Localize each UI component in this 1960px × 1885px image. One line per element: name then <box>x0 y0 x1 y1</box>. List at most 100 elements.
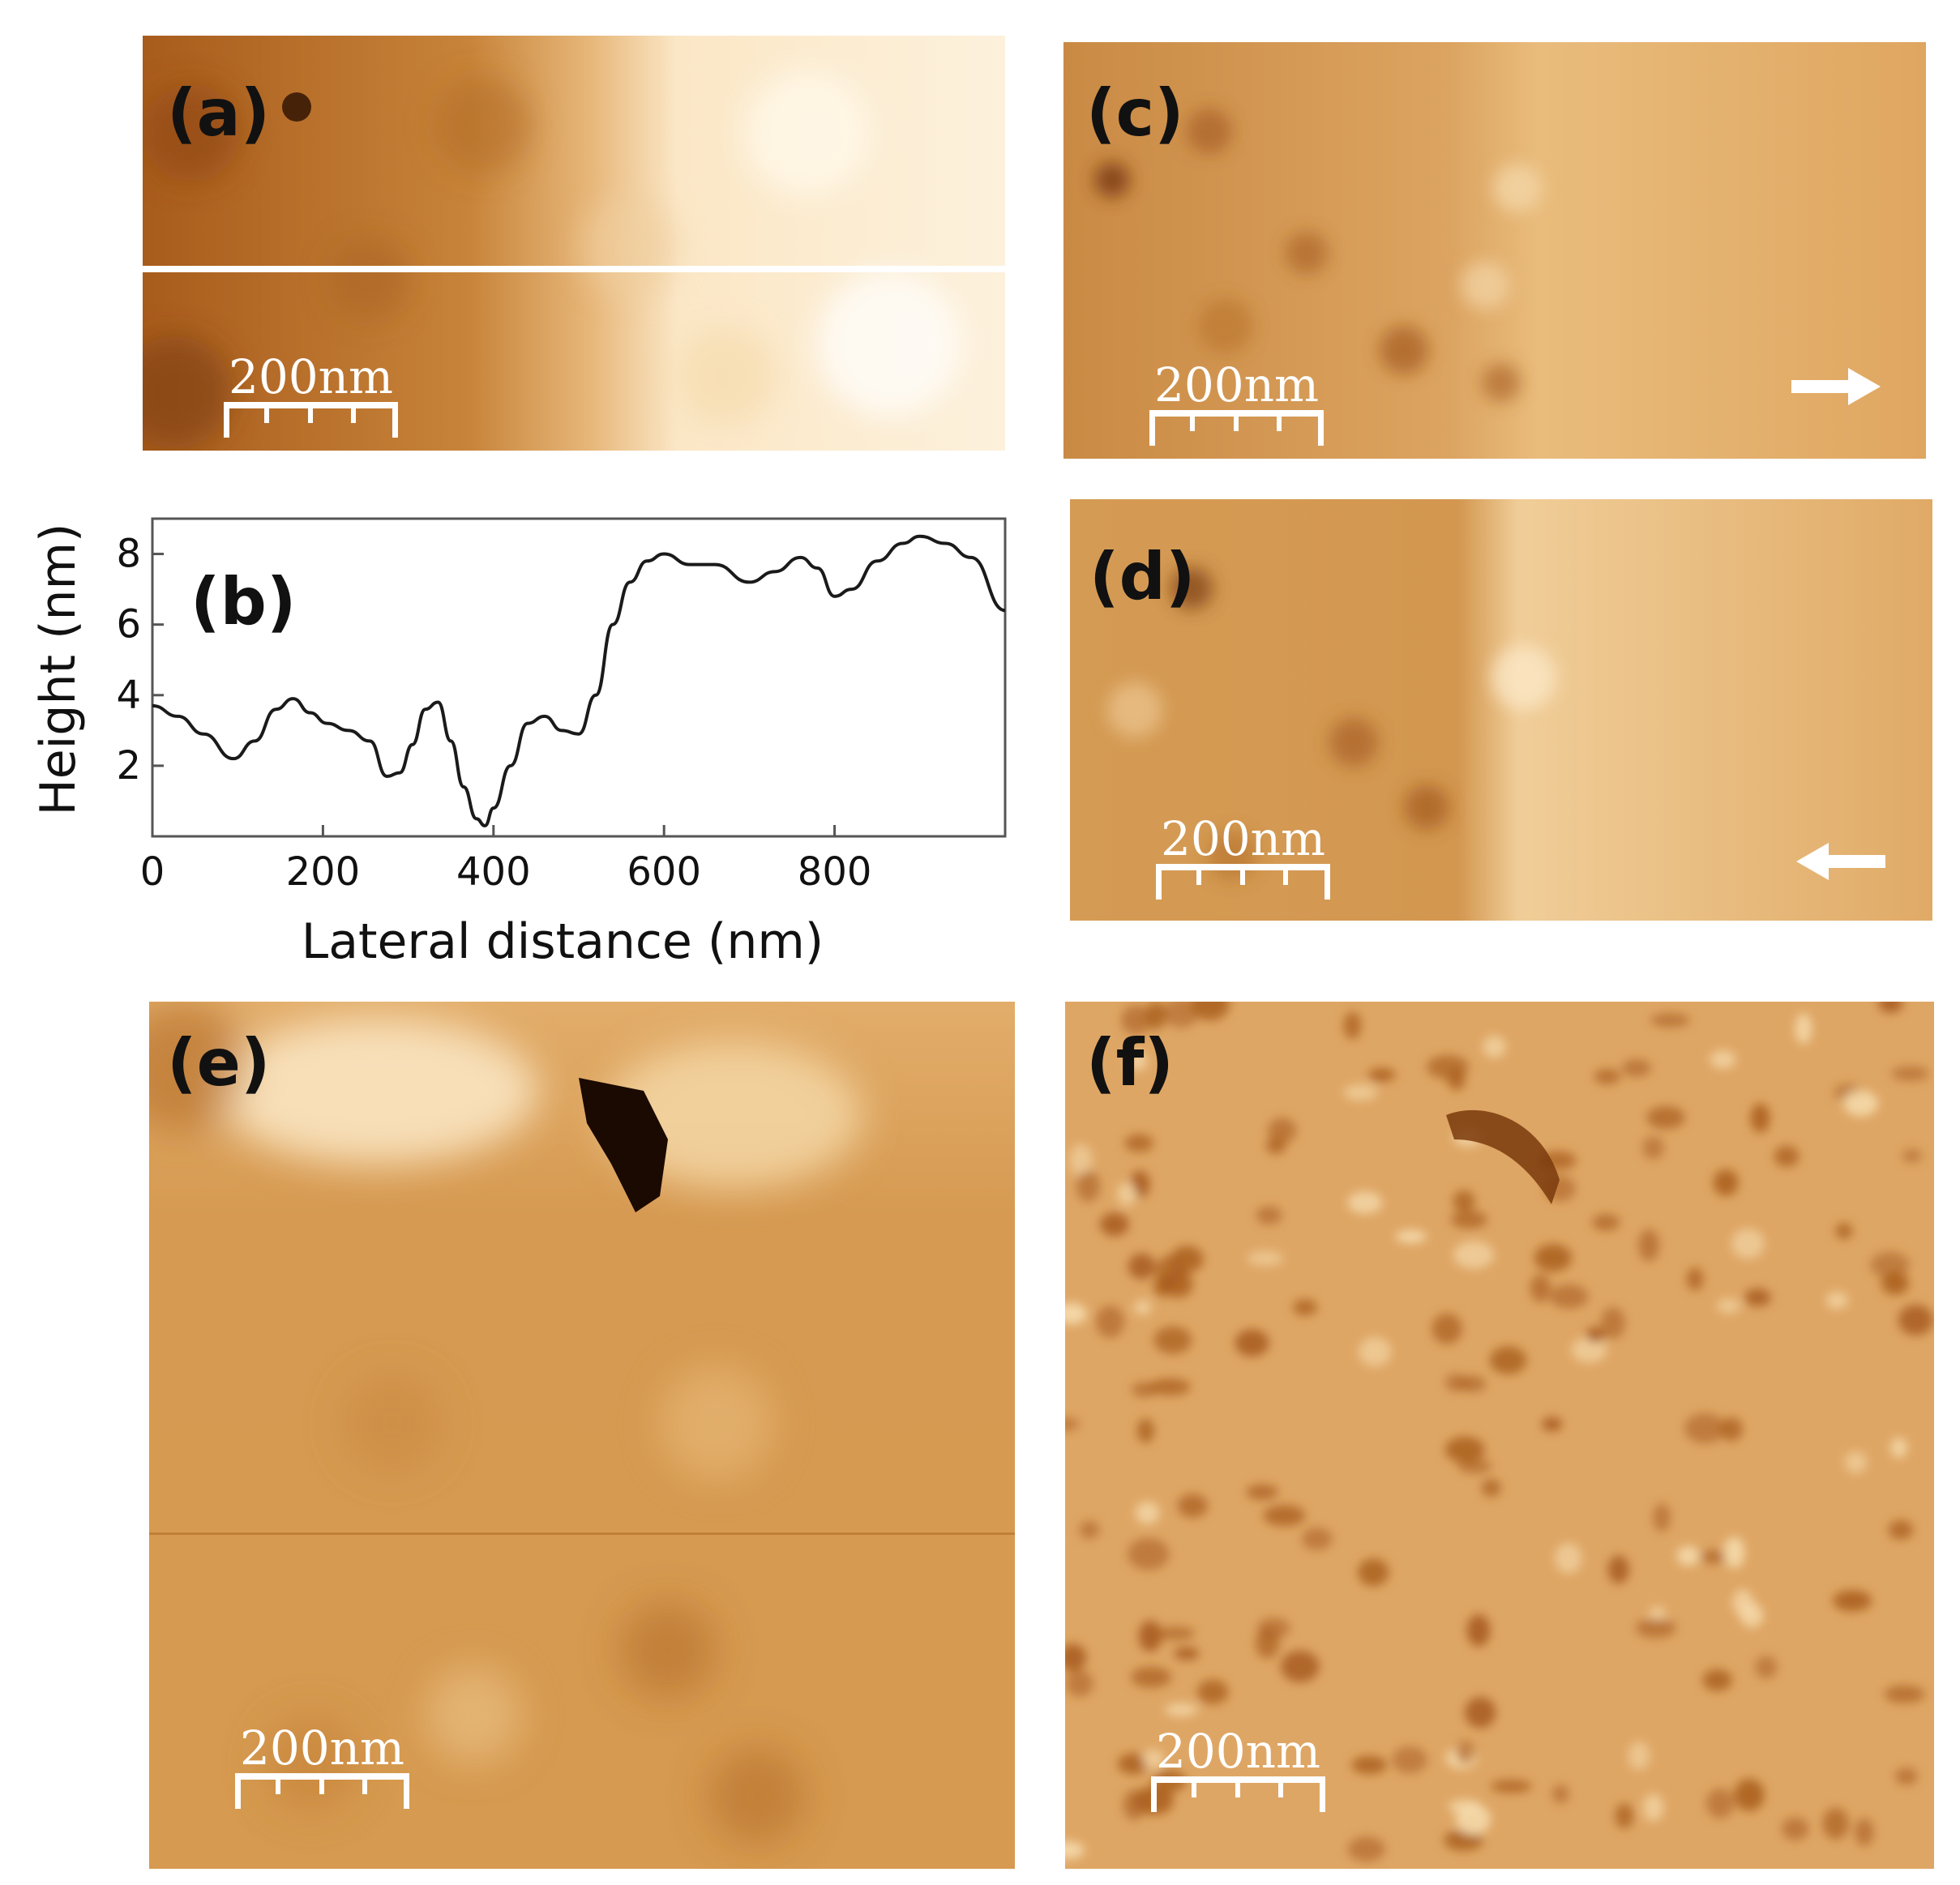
afm-domain <box>1459 1375 1487 1392</box>
afm-domain <box>1149 1378 1191 1396</box>
afm-domain <box>1197 1679 1229 1704</box>
afm-domain <box>1551 1784 1569 1804</box>
x-tick-label: 400 <box>456 849 531 895</box>
afm-domain <box>1427 1055 1469 1079</box>
panel-d-image <box>1070 499 1932 921</box>
afm-domain <box>1833 1590 1872 1612</box>
afm-domain <box>1870 1251 1910 1278</box>
afm-domain <box>1895 1767 1918 1785</box>
afm-domain <box>1530 1274 1551 1302</box>
right-arrow-icon <box>1791 368 1881 405</box>
panel-a-image <box>143 36 1005 451</box>
panel-b-chart: 2 4 6 8 0 200 400 600 800 (b) Lateral distance … <box>30 517 1007 970</box>
panel-c-image <box>1063 42 1926 459</box>
afm-domain <box>1835 1223 1853 1239</box>
afm-domain <box>1170 1246 1204 1273</box>
afm-domain <box>1720 1417 1743 1442</box>
x-axis-label: Lateral distance (nm) <box>302 913 824 970</box>
y-tick-label: 6 <box>116 602 141 648</box>
series-line <box>152 534 1006 827</box>
afm-domain <box>1878 1002 1903 1013</box>
afm-domain <box>1450 1210 1487 1229</box>
afm-domain <box>1642 1136 1664 1160</box>
afm-domain <box>1131 1666 1171 1688</box>
afm-domain <box>1734 1778 1765 1811</box>
afm-domain <box>1710 1049 1736 1069</box>
afm-domain <box>1343 1084 1378 1101</box>
afm-image-e <box>149 1002 1015 1869</box>
afm-domain <box>1395 1229 1427 1243</box>
afm-domain <box>1686 1267 1704 1291</box>
afm-domain <box>1702 1669 1732 1691</box>
afm-domain <box>1723 1537 1745 1569</box>
afm-domain <box>1881 1272 1909 1295</box>
afm-domain <box>1174 1647 1200 1661</box>
afm-domain <box>1601 1307 1625 1339</box>
afm-domain <box>1431 1313 1462 1344</box>
afm-domain <box>1855 1818 1874 1846</box>
afm-domain <box>1822 1807 1849 1840</box>
afm-domain <box>1116 1182 1137 1206</box>
afm-domain <box>1825 1291 1849 1310</box>
afm-domain <box>1684 1413 1726 1443</box>
panel-a-label: (a) <box>167 75 271 151</box>
afm-domain <box>1358 1558 1389 1587</box>
afm-domain <box>1065 1417 1080 1431</box>
afm-domain <box>1076 1169 1100 1202</box>
afm-domain <box>1141 1749 1165 1770</box>
y-tick-label: 2 <box>116 743 141 789</box>
scale-bar-label: 200nm <box>239 1720 405 1776</box>
afm-domain <box>1716 1298 1741 1314</box>
afm-domain <box>1124 1134 1153 1152</box>
afm-domain <box>1256 1206 1282 1225</box>
y-tick-label: 4 <box>116 673 141 718</box>
afm-domain <box>1138 1620 1162 1652</box>
x-tick-label: 0 <box>140 849 165 895</box>
afm-domain <box>1457 1459 1492 1474</box>
afm-domain <box>1549 1284 1589 1309</box>
afm-domain <box>1541 1417 1563 1431</box>
afm-domain <box>1133 1299 1153 1315</box>
afm-domain <box>1650 1013 1690 1028</box>
afm-domain <box>1586 1327 1605 1343</box>
afm-domain <box>1884 1685 1925 1703</box>
afm-domain <box>1615 1803 1634 1829</box>
afm-domain <box>1347 1836 1385 1862</box>
afm-image-f <box>1065 1002 1934 1869</box>
afm-domain <box>1731 1228 1765 1259</box>
afm-domain <box>1466 1614 1491 1647</box>
left-arrow-icon <box>1796 843 1885 880</box>
afm-domain <box>1744 1289 1771 1306</box>
afm-domain <box>1268 1118 1297 1144</box>
scale-bar-label: 200nm <box>228 349 394 404</box>
afm-domain <box>1489 1346 1527 1374</box>
afm-domain <box>1065 1302 1087 1325</box>
y-axis: 2 4 6 8 <box>116 532 164 789</box>
afm-domain <box>1343 1011 1362 1040</box>
afm-domain <box>1128 1253 1156 1280</box>
scale-bar-label: 200nm <box>1153 357 1320 412</box>
afm-domain <box>1628 1741 1650 1771</box>
afm-domain <box>1483 1035 1507 1058</box>
afm-domain <box>1642 1793 1664 1822</box>
panel-f-image <box>1065 1002 1934 1869</box>
afm-domain <box>1100 1212 1129 1237</box>
scale-bar-ticks <box>1156 864 1330 900</box>
afm-domain <box>1153 1326 1192 1354</box>
panel-e-label: (e) <box>167 1025 271 1101</box>
afm-domain <box>1750 1103 1770 1133</box>
afm-domain <box>1490 1780 1532 1793</box>
afm-domain <box>1755 1656 1778 1679</box>
afm-domain <box>1455 1741 1475 1764</box>
scale-bar-label: 200nm <box>1155 1724 1321 1779</box>
afm-domain <box>1079 1520 1100 1539</box>
afm-domain <box>1646 1105 1685 1130</box>
afm-domain <box>1292 1299 1318 1316</box>
afm-domain <box>1444 1436 1485 1463</box>
afm-domain <box>1636 1618 1676 1639</box>
afm-domain <box>1191 1002 1230 1021</box>
afm-domain <box>1782 1817 1809 1840</box>
afm-domain <box>1902 1149 1922 1163</box>
afm-domain <box>1132 1382 1158 1397</box>
scale-bar-ticks <box>235 1773 409 1809</box>
